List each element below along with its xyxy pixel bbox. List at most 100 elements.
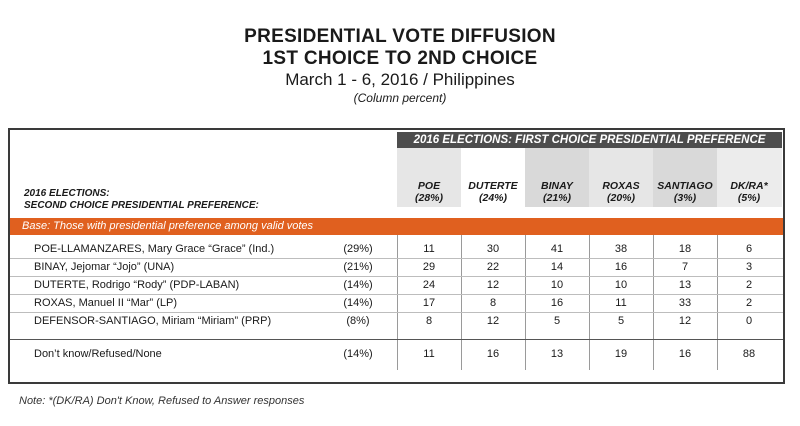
- cell: 38: [614, 243, 628, 255]
- cell: 22: [486, 261, 500, 273]
- cell: 13: [678, 279, 692, 291]
- cell: 41: [550, 243, 564, 255]
- row-pct: (29%): [343, 243, 373, 255]
- footnote: Note: *(DK/RA) Don't Know, Refused to An…: [19, 395, 305, 407]
- cell: 3: [745, 261, 753, 273]
- table-row: DUTERTE, Rodrigo “Rody” (PDP-LABAN) (14%…: [10, 277, 783, 294]
- column-header-binay: BINAY (21%): [525, 180, 589, 204]
- row-label: POE-LLAMANZARES, Mary Grace “Grace” (Ind…: [34, 243, 275, 255]
- column-name: DK/RA*: [730, 180, 768, 192]
- cell: 12: [486, 279, 500, 291]
- table-row: POE-LLAMANZARES, Mary Grace “Grace” (Ind…: [10, 241, 783, 258]
- cell: 14: [550, 261, 564, 273]
- cell: 88: [742, 348, 756, 360]
- cell: 2: [745, 297, 753, 309]
- cell: 13: [550, 348, 564, 360]
- cell: 0: [745, 315, 753, 327]
- column-shade-roxas: [653, 148, 717, 207]
- cell: 11: [615, 297, 627, 309]
- column-header-roxas: ROXAS (20%): [589, 180, 653, 204]
- cell: 5: [617, 315, 625, 327]
- column-shade-duterte: [525, 148, 589, 207]
- column-pct: (20%): [606, 192, 635, 204]
- cell: 11: [423, 348, 435, 360]
- cell: 19: [614, 348, 628, 360]
- row-label: DEFENSOR-SANTIAGO, Miriam “Miriam” (PRP): [34, 315, 272, 327]
- row-label: Don’t know/Refused/None: [34, 348, 162, 360]
- table-row: DEFENSOR-SANTIAGO, Miriam “Miriam” (PRP)…: [10, 313, 783, 330]
- cell: 8: [489, 297, 497, 309]
- column-name: SANTIAGO: [657, 180, 713, 192]
- column-divider: [461, 235, 462, 370]
- column-header-santiago: SANTIAGO (3%): [653, 180, 717, 204]
- row-header: 2016 ELECTIONS: SECOND CHOICE PRESIDENTI…: [24, 188, 259, 212]
- column-header-dkra: DK/RA* (5%): [717, 180, 781, 204]
- base-label: Base: Those with presidential preference…: [22, 220, 314, 232]
- cell: 30: [486, 243, 500, 255]
- row-pct: (14%): [343, 279, 373, 291]
- column-divider: [397, 235, 398, 370]
- row-divider: [10, 276, 783, 277]
- group-header: 2016 ELECTIONS: FIRST CHOICE PRESIDENTIA…: [397, 132, 782, 148]
- row-pct: (14%): [343, 297, 373, 309]
- column-shade-binay-2: [589, 148, 653, 207]
- row-pct: (21%): [343, 261, 373, 273]
- table-row: BINAY, Jejomar “Jojo” (UNA) (21%) 29 22 …: [10, 259, 783, 276]
- cell: 8: [425, 315, 433, 327]
- title-line-1: PRESIDENTIAL VOTE DIFFUSION: [244, 26, 556, 47]
- column-name: ROXAS: [602, 180, 640, 192]
- column-divider: [589, 235, 590, 370]
- column-pct: (3%): [673, 192, 697, 204]
- cell: 16: [486, 348, 500, 360]
- cell: 17: [422, 297, 436, 309]
- cell: 11: [423, 243, 435, 255]
- row-label: ROXAS, Manuel II “Mar” (LP): [34, 297, 178, 309]
- column-divider: [717, 235, 718, 370]
- column-name: POE: [417, 180, 441, 192]
- column-divider: [653, 235, 654, 370]
- row-divider: [10, 312, 783, 313]
- cell: 6: [745, 243, 753, 255]
- row-pct: (14%): [343, 348, 373, 360]
- table-row-dk: Don’t know/Refused/None (14%) 11 16 13 1…: [10, 346, 783, 363]
- cell: 16: [678, 348, 692, 360]
- title-column-percent: (Column percent): [353, 91, 447, 105]
- row-divider: [10, 294, 783, 295]
- row-divider: [10, 258, 783, 259]
- cell: 16: [550, 297, 564, 309]
- cell: 12: [678, 315, 692, 327]
- cell: 16: [614, 261, 628, 273]
- row-label: DUTERTE, Rodrigo “Rody” (PDP-LABAN): [34, 279, 240, 291]
- cell: 7: [681, 261, 689, 273]
- cell: 18: [678, 243, 692, 255]
- table-frame: [8, 128, 785, 384]
- cell: 2: [745, 279, 753, 291]
- row-header-line-1: 2016 ELECTIONS:: [24, 188, 110, 199]
- column-pct: (21%): [542, 192, 571, 204]
- column-pct: (5%): [737, 192, 761, 204]
- column-divider: [525, 235, 526, 370]
- column-header-poe: POE (28%): [397, 180, 461, 204]
- column-pct: (24%): [478, 192, 507, 204]
- row-header-line-2: SECOND CHOICE PRESIDENTIAL PREFERENCE:: [24, 200, 259, 211]
- row-label: BINAY, Jejomar “Jojo” (UNA): [34, 261, 175, 273]
- cell: 29: [422, 261, 436, 273]
- column-shade-dkra: [717, 148, 782, 207]
- column-header-duterte: DUTERTE (24%): [461, 180, 525, 204]
- cell: 33: [678, 297, 692, 309]
- base-bar: Base: Those with presidential preference…: [10, 218, 783, 235]
- section-divider: [10, 339, 783, 341]
- column-name: DUTERTE: [468, 180, 518, 192]
- column-name: BINAY: [541, 180, 573, 192]
- row-pct: (8%): [346, 315, 370, 327]
- cell: 10: [550, 279, 564, 291]
- cell: 5: [553, 315, 561, 327]
- title-date-location: March 1 - 6, 2016 / Philippines: [285, 70, 515, 89]
- cell: 10: [614, 279, 628, 291]
- cell: 24: [422, 279, 436, 291]
- title-line-2: 1ST CHOICE TO 2ND CHOICE: [262, 48, 538, 69]
- column-pct: (28%): [414, 192, 443, 204]
- column-shade-poe: [397, 148, 461, 207]
- cell: 12: [486, 315, 500, 327]
- table-row: ROXAS, Manuel II “Mar” (LP) (14%) 17 8 1…: [10, 295, 783, 312]
